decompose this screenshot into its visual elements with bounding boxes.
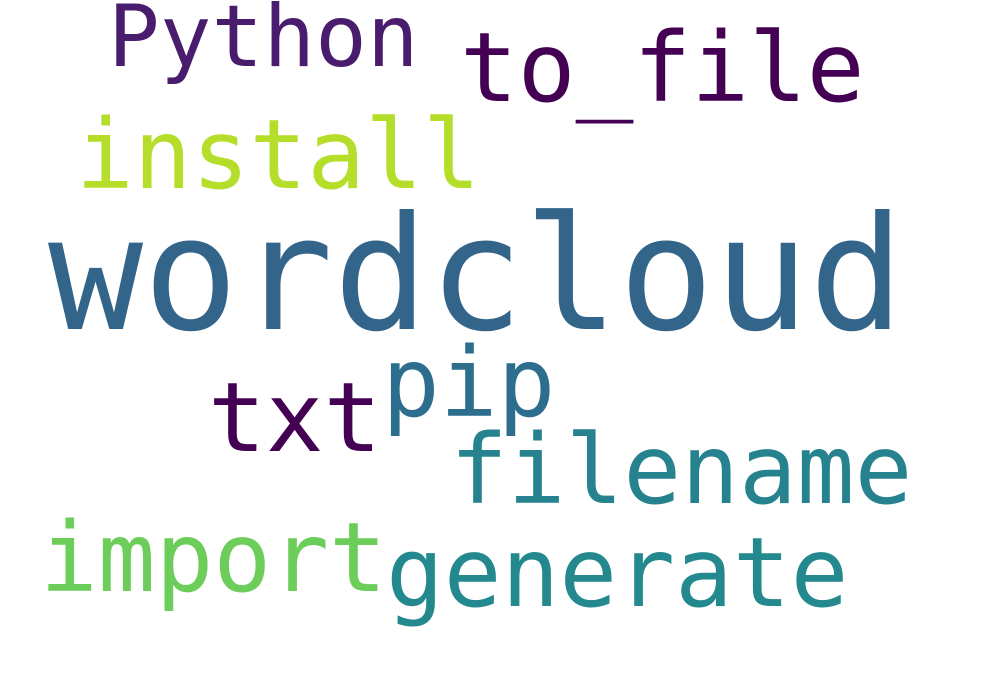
word-to-file: to_file — [460, 12, 865, 124]
word-wordcloud: wordcloud — [48, 183, 905, 367]
word-generate: generate — [386, 517, 849, 629]
word-import: import — [40, 502, 387, 614]
word-txt: txt — [208, 362, 382, 474]
word-filename: filename — [450, 414, 913, 526]
word-pip: pip — [382, 327, 556, 439]
word-python: Python — [108, 0, 419, 87]
word-install: install — [76, 99, 481, 211]
